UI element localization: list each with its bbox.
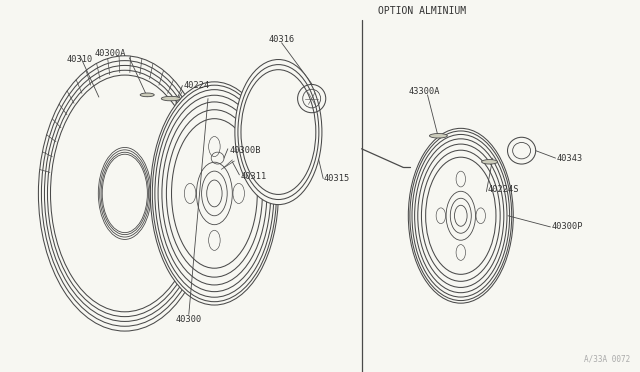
Ellipse shape: [207, 180, 222, 207]
Ellipse shape: [456, 171, 465, 187]
Ellipse shape: [476, 208, 486, 224]
Text: A/33A 0072: A/33A 0072: [584, 355, 630, 363]
Text: 40224S: 40224S: [488, 185, 519, 194]
Ellipse shape: [408, 128, 513, 303]
Text: 40224: 40224: [184, 81, 210, 90]
Ellipse shape: [150, 82, 278, 305]
Ellipse shape: [436, 208, 445, 224]
Text: 40300A: 40300A: [94, 49, 126, 58]
Ellipse shape: [79, 115, 170, 272]
Text: 40315: 40315: [323, 174, 349, 183]
Text: 40300P: 40300P: [552, 222, 583, 231]
Text: 43300A: 43300A: [408, 87, 440, 96]
Ellipse shape: [140, 93, 154, 97]
Ellipse shape: [482, 160, 498, 164]
Ellipse shape: [161, 96, 180, 101]
Text: 40310: 40310: [67, 55, 93, 64]
Ellipse shape: [429, 134, 447, 138]
Text: 40343: 40343: [557, 154, 583, 163]
Ellipse shape: [209, 230, 220, 250]
Ellipse shape: [233, 183, 244, 203]
Text: 40300: 40300: [175, 315, 202, 324]
Ellipse shape: [454, 205, 467, 226]
Ellipse shape: [235, 60, 322, 205]
Ellipse shape: [184, 183, 196, 203]
Text: 40316: 40316: [268, 35, 295, 44]
Ellipse shape: [209, 137, 220, 157]
Ellipse shape: [456, 245, 465, 260]
Text: OPTION ALMINIUM: OPTION ALMINIUM: [378, 6, 466, 16]
Text: 40311: 40311: [241, 172, 267, 181]
Text: 40300B: 40300B: [229, 146, 260, 155]
